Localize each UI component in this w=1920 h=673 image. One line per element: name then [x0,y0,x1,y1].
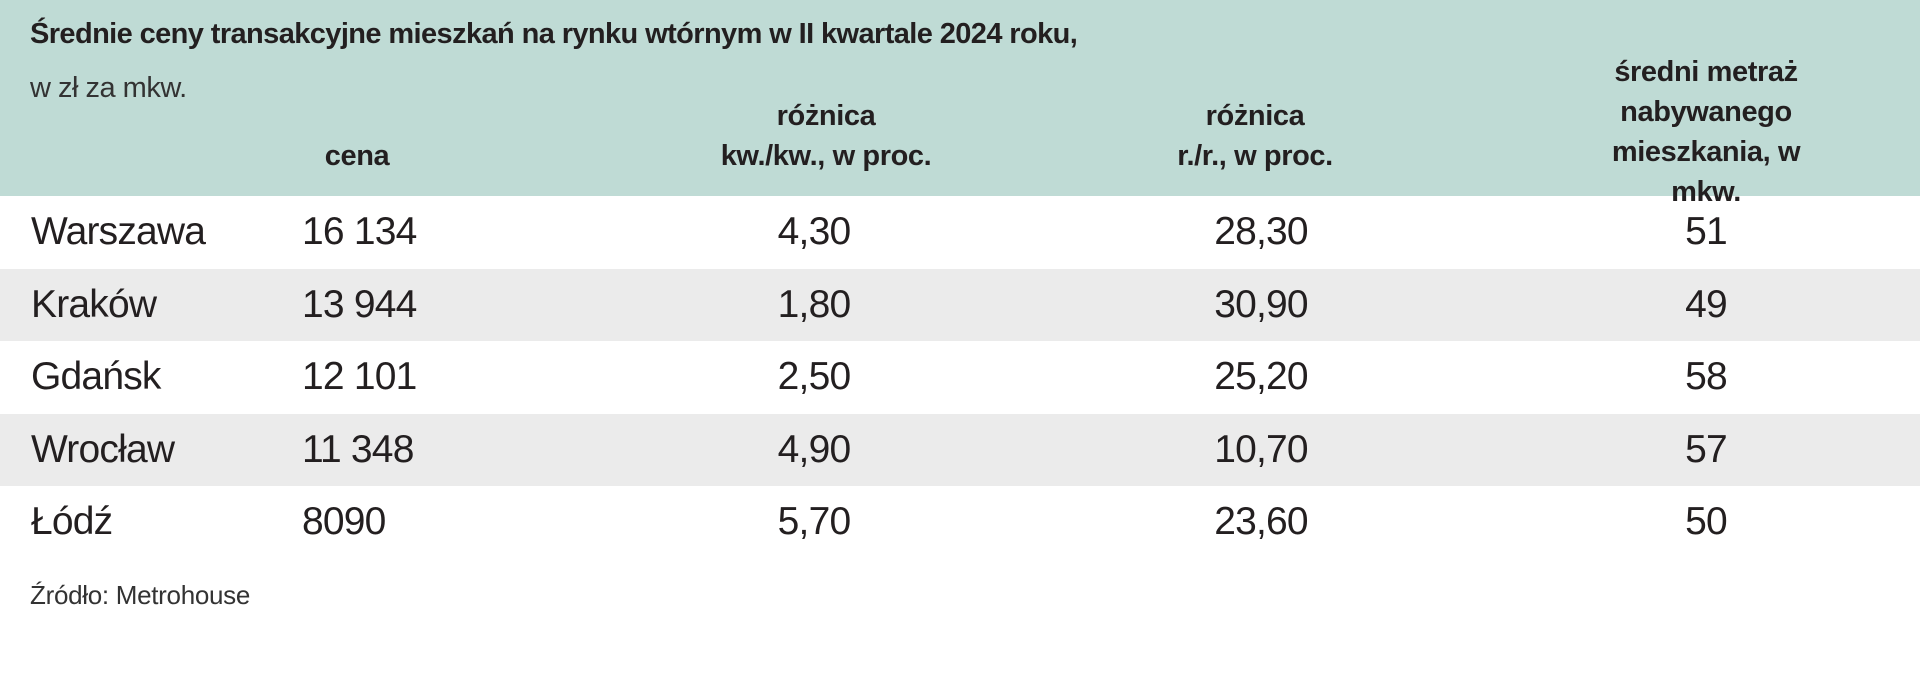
table-cell: 11 348 [302,427,414,471]
table-cell: 1,80 [777,282,852,326]
table-cell: 2,50 [777,355,852,398]
table-cell: 5,70 [777,500,852,543]
table-cell: 4,30 [777,210,852,253]
subtitle: w zł za mkw. [30,72,187,104]
city-name: Warszawa [31,210,206,253]
table-cell: 49 [1685,282,1728,326]
column-header: różnica kw./kw., w proc. [720,100,932,172]
table-cell: 28,30 [1214,210,1308,253]
source: Źródło: Metrohouse [30,580,251,610]
table-cell: 12 101 [302,355,417,398]
table-cell: 51 [1685,210,1728,253]
table-row: Łódź 8090 5,70 23,60 50 [0,486,1920,558]
table-cell: 4,90 [777,427,852,471]
table-cell: 57 [1685,427,1728,471]
table-cell: 10,70 [1214,427,1308,471]
city-name: Gdańsk [31,355,161,398]
table-row: Warszawa 16 134 4,30 28,30 51 [0,196,1920,268]
column-header: cena [324,140,390,172]
table-cell: 50 [1685,500,1728,543]
title: Średnie ceny transakcyjne mieszkań na ry… [30,18,1078,50]
city-name: Kraków [31,282,157,326]
table-row: Kraków 13 944 1,80 30,90 49 [0,268,1920,341]
table-cell: 30,90 [1214,282,1308,326]
city-name: Wrocław [31,427,175,471]
table-row: Wrocław 11 348 4,90 10,70 57 [0,413,1920,486]
table-cell: 16 134 [302,210,417,253]
column-header: średni metraż nabywanego mieszkania, w m… [1611,56,1801,208]
table-cell: 13 944 [302,282,417,326]
table-row: Gdańsk 12 101 2,50 25,20 58 [0,341,1920,413]
table-cell: 58 [1685,355,1728,398]
column-header: różnica r./r., w proc. [1177,100,1333,172]
table-cell: 23,60 [1214,500,1308,543]
table-cell: 8090 [302,500,386,543]
city-name: Łódź [31,500,113,543]
header-band: Średnie ceny transakcyjne mieszkań na ry… [0,0,1920,208]
table-cell: 25,20 [1214,355,1308,398]
